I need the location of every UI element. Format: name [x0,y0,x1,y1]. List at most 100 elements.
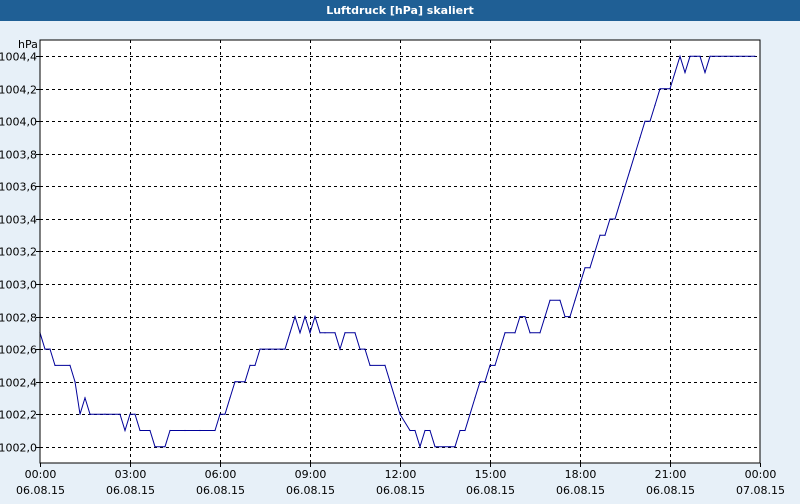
data-point [539,332,541,334]
data-point [409,429,411,432]
data-point [459,429,461,432]
data-point [334,332,336,334]
data-point [479,381,481,383]
chart-area: 1002,0 1002,2 1002,4 1002,6 1002,8 1003,0 1003… [0,21,800,500]
data-point [634,153,636,155]
data-point [414,429,416,432]
data-point [134,413,136,415]
data-point [544,316,546,318]
x-tick-time-label: 06:00 [205,468,237,481]
x-tick-time-label: 00:00 [25,468,57,481]
data-point [694,55,696,57]
data-point [119,413,121,415]
data-point [474,397,476,399]
data-point [669,88,671,90]
data-point [259,348,261,350]
data-point [689,55,691,57]
x-tick-date-label: 06.08.15 [16,484,65,497]
data-point [514,332,516,334]
y-tick-label: 1003,4 [0,214,37,227]
data-point [489,364,491,366]
y-tick-label: 1004,0 [0,116,37,129]
data-point [124,429,126,432]
data-point [649,120,651,122]
data-point [149,429,151,432]
plot-border [39,39,761,464]
data-point [54,364,56,366]
data-point [384,364,386,366]
x-tick-time-label: 03:00 [115,468,147,481]
x-tick-date-label: 06.08.15 [466,484,515,497]
pressure-series-points [39,55,756,448]
data-point [214,429,216,432]
data-point [564,316,566,318]
data-point [419,446,421,448]
data-point [644,120,646,122]
data-point [389,381,391,383]
data-point [364,348,366,350]
chart-title: Luftdruck [hPa] skaliert [0,0,800,21]
y-tick-label: 1002,0 [0,442,37,455]
y-tick-label: 1003,8 [0,149,37,162]
data-point [324,332,326,334]
data-point [139,429,141,432]
data-point [84,397,86,399]
data-point [284,348,286,350]
y-tick-label: 1003,2 [0,246,37,259]
y-tick-label: 1004,4 [0,51,37,64]
x-tick-time-label: 21:00 [655,468,687,481]
x-axis-ticks: 00:00 06.08.15 03:00 06.08.15 06:00 06.08.15 0… [16,463,785,497]
data-point [699,55,701,57]
y-tick-label: 1002,6 [0,344,37,357]
data-point [609,218,611,220]
data-point [604,234,606,236]
data-point [89,413,91,415]
x-tick-date-label: 06.08.15 [286,484,335,497]
data-point [234,381,236,383]
data-point [464,429,466,432]
data-point [584,267,586,269]
data-point [224,413,226,415]
x-tick-time-label: 09:00 [295,468,327,481]
data-point [229,397,231,399]
x-tick-date-label: 06.08.15 [556,484,605,497]
data-point [619,202,621,204]
data-point [569,316,571,318]
data-point [549,299,551,301]
data-point [499,348,501,350]
data-point [529,332,531,334]
data-point [279,348,281,350]
data-point [254,364,256,366]
data-point [559,299,561,301]
data-point [599,234,601,236]
y-tick-label: 1002,4 [0,377,37,390]
data-point [449,446,451,448]
data-point [74,381,76,383]
data-point [709,55,711,57]
data-point [49,348,51,350]
data-point [79,413,81,415]
data-point [664,88,666,90]
data-point [344,332,346,334]
data-point [429,429,431,432]
data-point [754,55,756,57]
data-point [504,332,506,334]
data-point [69,364,71,366]
pressure-chart: 1002,0 1002,2 1002,4 1002,6 1002,8 1003,0 1003… [0,38,785,497]
data-point [454,446,456,448]
y-tick-label: 1003,6 [0,181,37,194]
data-point [424,429,426,432]
data-point [354,332,356,334]
data-point [624,185,626,187]
data-point [184,429,186,432]
x-tick-date-label: 06.08.15 [376,484,425,497]
data-point [704,71,706,74]
data-point [519,316,521,318]
x-tick-date-label: 07.08.15 [736,484,785,497]
data-point [319,332,321,334]
data-point [494,364,496,366]
data-point [614,218,616,220]
data-point [574,299,576,301]
x-tick-time-label: 18:00 [565,468,597,481]
data-point [154,446,156,448]
